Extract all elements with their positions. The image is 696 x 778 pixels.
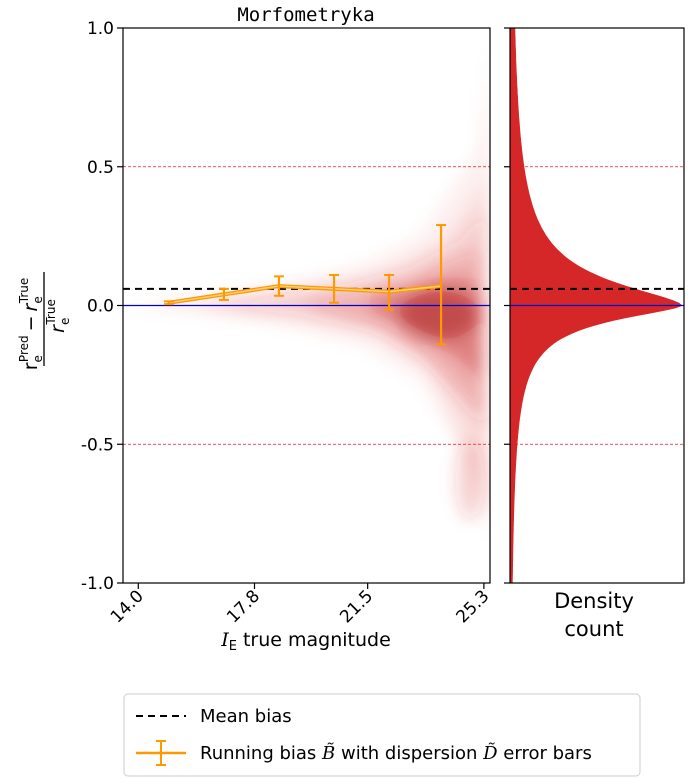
ylabel-true1: True — [17, 278, 31, 305]
y-tick-label: 1.0 — [87, 19, 114, 39]
running-bias-errorbar — [218, 287, 229, 301]
legend-symbol-d: D̃ — [482, 742, 498, 764]
ylabel-r2: r — [20, 302, 42, 311]
ylabel-true2: True — [44, 299, 58, 326]
running-bias-errorbar — [273, 275, 284, 297]
scatter-cloud — [130, 40, 490, 545]
x-tick-label: 21.5 — [336, 586, 377, 627]
ylabel-e3: e — [58, 318, 72, 325]
svg-text:reTrue: reTrue — [44, 299, 72, 333]
x-axis-label: IE true magnitude — [220, 629, 391, 654]
main-panel: Morfometryka 1.00.50.0-0.5-1.0 14.0 17.8 2… — [17, 4, 510, 654]
hist-axes-frame — [509, 27, 685, 584]
xlabel-subscript: E — [229, 639, 237, 654]
running-bias-errorbar — [384, 273, 395, 311]
legend-mean-bias-label: Mean bias — [200, 706, 292, 727]
running-bias-errorbar — [329, 273, 340, 304]
hist-xlabel-line1: Density — [554, 589, 634, 613]
ylabel-e2: e — [31, 296, 45, 303]
ylabel-pred: Pred — [17, 335, 31, 362]
hist-xlabel-line2: count — [564, 617, 623, 641]
ylabel-minus: − — [20, 315, 42, 331]
y-axis-label: rePred−reTrue reTrue — [17, 272, 72, 370]
x-axis-ticks: 14.0 17.8 21.5 25.3 — [107, 583, 494, 627]
svg-text:rePred−reTrue: rePred−reTrue — [17, 278, 45, 371]
xlabel-text: true magnitude — [243, 629, 391, 651]
ylabel-e1: e — [31, 355, 45, 362]
density-scatter — [130, 40, 490, 545]
x-tick-label: 25.3 — [453, 586, 494, 627]
y-tick-label: 0.0 — [87, 297, 114, 317]
y-axis-ticks: 1.0 0.5 0.0 -0.5 -1.0 — [81, 19, 510, 594]
chart-title: Morfometryka — [237, 4, 374, 26]
y-tick-label: 0.5 — [87, 158, 114, 178]
running-bias-series — [163, 224, 447, 346]
y-tick-label: -0.5 — [81, 435, 114, 455]
ylabel-r3: r — [47, 324, 69, 333]
y-tick-label: -1.0 — [81, 574, 114, 594]
legend-running-bias-marker — [136, 740, 186, 766]
legend-symbol-b: B̃ — [321, 742, 335, 764]
running-bias-errorbar — [436, 224, 447, 346]
histogram-panel: Density count — [509, 27, 685, 641]
legend-box — [123, 693, 641, 777]
xlabel-symbol: I — [220, 629, 229, 651]
ylabel-r1: r — [20, 362, 42, 370]
running-bias-line — [168, 285, 442, 304]
running-bias-errorbar — [163, 300, 174, 306]
x-tick-label: 17.8 — [223, 586, 264, 627]
legend: Mean bias Running bias B̃ with dispersio… — [123, 693, 641, 777]
legend-running-bias-label: Running bias B̃ with dispersion D̃ error… — [200, 742, 592, 764]
